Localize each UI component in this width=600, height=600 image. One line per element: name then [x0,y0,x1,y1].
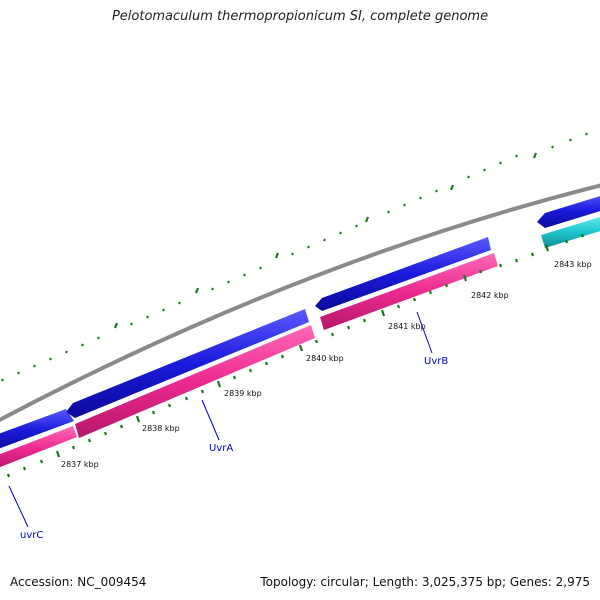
scale-labels: 2837 kbp 2838 kbp 2839 kbp 2840 kbp 2841… [61,260,592,469]
gene-label-uvra: UvrA [209,443,233,454]
gene-labels: uvrC UvrA UvrB [20,356,448,541]
outer-tick-ring [1,132,588,382]
scale-label-2843: 2843 kbp [554,260,592,269]
scale-label-2837: 2837 kbp [61,460,99,469]
reverse-strand-features [0,217,600,468]
cds-forward-uvrb [315,237,491,311]
gene-label-uvrc: uvrC [20,530,43,541]
genome-summary-text: Topology: circular; Length: 3,025,375 bp… [260,575,590,589]
inner-tick-ring [6,233,585,478]
leader-uvrc [8,485,29,528]
cds-forward-right [537,196,600,228]
cds-reverse-right [320,253,498,330]
scale-label-2841: 2841 kbp [388,322,426,331]
map-title: Pelotomaculum thermopropionicum SI, comp… [111,9,489,24]
cds-forward-uvra [66,309,309,418]
leader-uvrb [416,311,433,354]
scale-label-2839: 2839 kbp [224,389,262,398]
gene-label-leaders [8,311,433,528]
cds-forward-uvrc [0,409,74,449]
genome-backbone [0,183,600,422]
scale-label-2838: 2838 kbp [142,424,180,433]
scale-label-2842: 2842 kbp [471,291,509,300]
feature-cyan [541,217,600,248]
scale-label-2840: 2840 kbp [306,354,344,363]
accession-text: Accession: NC_009454 [10,575,147,589]
gene-label-uvrb: UvrB [424,356,448,367]
cds-reverse-left [0,426,77,468]
forward-strand-features [0,196,600,449]
leader-uvra [201,399,220,441]
cds-reverse-mid [75,325,315,438]
